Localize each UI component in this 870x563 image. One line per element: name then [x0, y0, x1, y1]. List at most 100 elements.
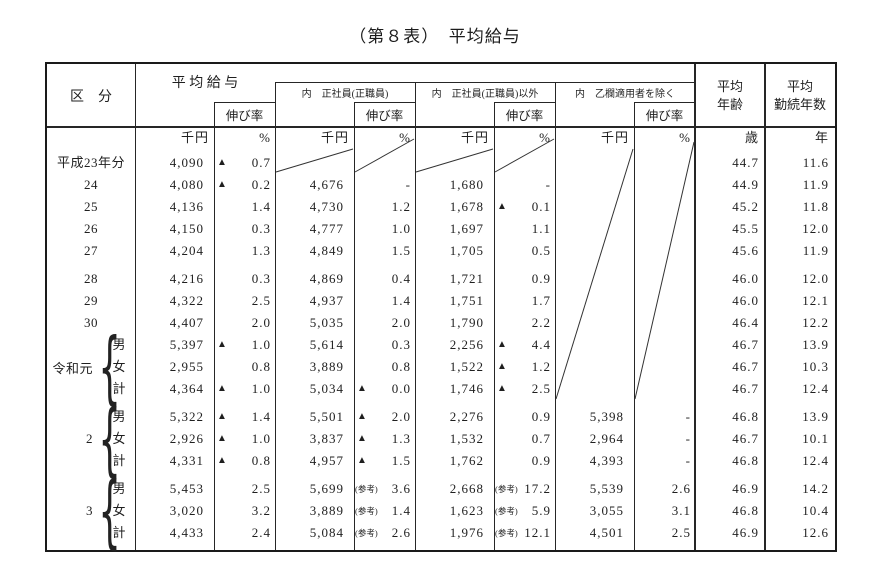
table-cell [634, 334, 695, 356]
cell-value: 2,668 [449, 481, 484, 496]
table-cell: 0.5 [494, 240, 555, 262]
cell-value: 4,777 [309, 221, 344, 236]
table-cell: (参考) 2.6 [354, 522, 415, 544]
unit-label: 千円 [320, 130, 349, 145]
table-cell: 2,668 [415, 478, 494, 500]
table-cell: 0.9 [494, 450, 555, 472]
cell-value: 44.7 [732, 155, 759, 170]
cell-value: 1.0 [391, 221, 411, 236]
cell-value: 1.7 [531, 293, 551, 308]
table-cell [634, 356, 695, 378]
cell-value: 4,150 [169, 221, 204, 236]
cell-value: 0.5 [531, 243, 551, 258]
table-cell: (参考) 5.9 [494, 500, 555, 522]
group-name: 2 [86, 431, 93, 446]
table-cell: 2.5 [214, 290, 275, 312]
table-row: 29 4,322 2.5 4,937 1.4 1,751 1.7 46.0 12.1 [47, 290, 835, 312]
cell-value: 2.5 [251, 293, 271, 308]
triangle-mark: ▲ [497, 339, 507, 350]
table-cell: 46.4 [695, 312, 765, 334]
cell-value: 1.5 [391, 453, 411, 468]
cell-value: 4,331 [169, 453, 204, 468]
cell-value: 1.0 [251, 381, 271, 396]
reference-mark: (参考) [355, 484, 378, 494]
table-row: 女 3,020 3.2 3,889 (参考) 1.4 1,623 (参考) 5.9 3,055 3.… [47, 500, 835, 522]
table-cell: 0.8 [354, 356, 415, 378]
table-row: 平成23年分 4,090 ▲ 0.7 44.7 11.6 [47, 152, 835, 174]
cell-value: 17.2 [524, 481, 551, 496]
header-growth-rate-avg: 伸び率 [225, 109, 264, 123]
table-cell: 46.0 [695, 268, 765, 290]
table-cell: 2.5 [214, 478, 275, 500]
cell-value: 1,678 [449, 199, 484, 214]
table-cell [354, 152, 415, 174]
table-cell: ▲ 1.2 [494, 356, 555, 378]
cell-value: 13.9 [802, 409, 829, 424]
table-cell: 1,790 [415, 312, 494, 334]
table-cell: 0.3 [354, 334, 415, 356]
cell-value: 0.0 [391, 381, 411, 396]
header-growth-rate-otsu: 伸び率 [645, 109, 684, 123]
table-cell: 2.2 [494, 312, 555, 334]
table-cell: 1,697 [415, 218, 494, 240]
row-label: 27 [84, 243, 98, 258]
header-average-service-line1: 平均 [786, 78, 813, 94]
cell-value: 2,926 [169, 431, 204, 446]
table-cell: 11.8 [765, 196, 835, 218]
table-row: 男 5,453 2.5 5,699 (参考) 3.6 2,668 (参考) 17.2 5,539 2… [47, 478, 835, 500]
cell-value: - [685, 431, 691, 446]
table-cell: 3,889 [275, 500, 354, 522]
triangle-mark: ▲ [357, 383, 367, 394]
cell-value: 46.7 [732, 337, 759, 352]
header-average-age: 平均 年齢 [695, 64, 765, 127]
row-label: 計 [112, 525, 126, 540]
table-cell: 1.4 [214, 196, 275, 218]
table-cell: 5,501 [275, 406, 354, 428]
table-cell: (参考) 17.2 [494, 478, 555, 500]
table-cell: 46.7 [695, 356, 765, 378]
triangle-mark: ▲ [217, 383, 227, 394]
cell-value: 2.2 [531, 315, 551, 330]
header-growth-rate-non-regular: 伸び率 [505, 109, 544, 123]
table-cell [634, 268, 695, 290]
table-cell: 46.0 [695, 290, 765, 312]
cell-value: 2,276 [449, 409, 484, 424]
row-label: 男 [112, 337, 126, 352]
table-cell: 4,204 [135, 240, 214, 262]
table-cell: 1,705 [415, 240, 494, 262]
cell-value: 1.4 [251, 199, 271, 214]
header-non-regular-employee: 内 正社員(正職員)以外 [431, 88, 539, 100]
cell-value: 2,964 [589, 431, 624, 446]
cell-value: 1.4 [391, 293, 411, 308]
table-cell: 46.7 [695, 378, 765, 400]
table-cell: 0.7 [494, 428, 555, 450]
cell-value: 4,676 [309, 177, 344, 192]
cell-value: 5,539 [589, 481, 624, 496]
cell-value: 2.5 [671, 525, 691, 540]
table-cell: 2,256 [415, 334, 494, 356]
table-cell [555, 378, 634, 400]
cell-value: 1.3 [391, 431, 411, 446]
cell-value: 0.9 [531, 271, 551, 286]
table-cell: 4,957 [275, 450, 354, 472]
cell-value: 45.2 [732, 199, 759, 214]
cell-value: 12.6 [802, 525, 829, 540]
table-cell: ▲ 1.0 [214, 378, 275, 400]
table-cell: 1,976 [415, 522, 494, 544]
row-label: 男 [112, 481, 126, 496]
cell-value: - [545, 177, 551, 192]
cell-value: 12.4 [802, 453, 829, 468]
table-cell: ▲ 0.7 [214, 152, 275, 174]
cell-value: 0.9 [531, 453, 551, 468]
cell-value: 2.6 [391, 525, 411, 540]
cell-value: 46.8 [732, 453, 759, 468]
table-row: 計 4,433 2.4 5,084 (参考) 2.6 1,976 (参考) 12.1 4,501 2… [47, 522, 835, 544]
cell-value: 3,889 [309, 503, 344, 518]
table-cell: 1.4 [354, 290, 415, 312]
cell-value: 4,869 [309, 271, 344, 286]
cell-value: 1,705 [449, 243, 484, 258]
triangle-mark: ▲ [217, 157, 227, 168]
cell-value: 11.9 [802, 243, 829, 258]
table-cell: 3,889 [275, 356, 354, 378]
cell-value: 46.4 [732, 315, 759, 330]
